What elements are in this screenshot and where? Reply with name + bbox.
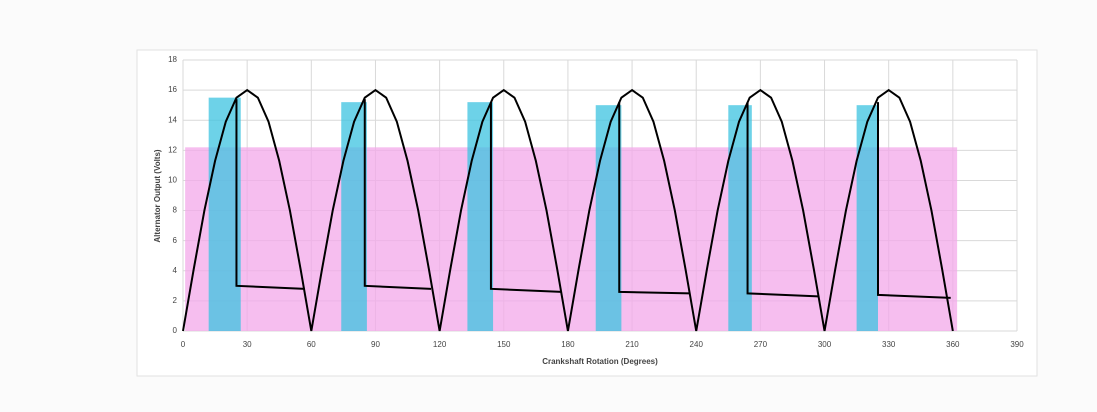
x-tick-label: 180 bbox=[561, 340, 575, 349]
y-tick-label: 4 bbox=[173, 266, 178, 275]
x-tick-label: 390 bbox=[1010, 340, 1024, 349]
highlight-region bbox=[185, 147, 958, 331]
y-tick-label: 0 bbox=[173, 326, 178, 335]
x-tick-label: 210 bbox=[625, 340, 639, 349]
x-tick-label: 90 bbox=[371, 340, 380, 349]
x-tick-label: 0 bbox=[181, 340, 186, 349]
y-tick-label: 16 bbox=[168, 85, 177, 94]
y-tick-label: 6 bbox=[173, 236, 178, 245]
x-tick-label: 300 bbox=[818, 340, 832, 349]
x-tick-label: 240 bbox=[690, 340, 704, 349]
x-tick-label: 270 bbox=[754, 340, 768, 349]
data-line bbox=[235, 99, 951, 299]
highlight-region bbox=[467, 102, 494, 332]
x-tick-label: 60 bbox=[307, 340, 316, 349]
y-axis-title: Alternator Output (Volts) bbox=[153, 149, 162, 243]
y-tick-label: 2 bbox=[173, 296, 178, 305]
highlight-region bbox=[341, 102, 367, 332]
data-line bbox=[182, 88, 954, 332]
y-tick-label: 12 bbox=[168, 145, 177, 154]
highlight-region bbox=[856, 105, 878, 332]
highlight-region bbox=[595, 105, 622, 332]
x-tick-label: 330 bbox=[882, 340, 896, 349]
x-axis-title: Crankshaft Rotation (Degrees) bbox=[542, 357, 658, 366]
y-tick-label: 8 bbox=[173, 206, 178, 215]
y-tick-label: 14 bbox=[168, 115, 177, 124]
y-tick-label: 18 bbox=[168, 55, 177, 64]
x-tick-label: 360 bbox=[946, 340, 960, 349]
highlight-region bbox=[208, 97, 241, 331]
x-tick-label: 30 bbox=[243, 340, 252, 349]
x-tick-label: 150 bbox=[497, 340, 511, 349]
y-tick-label: 10 bbox=[168, 176, 177, 185]
x-tick-label: 120 bbox=[433, 340, 447, 349]
highlight-region bbox=[728, 105, 752, 332]
